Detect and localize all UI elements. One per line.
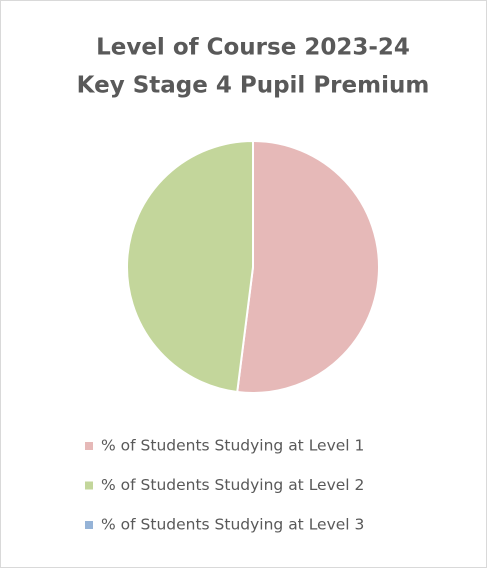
legend-label: % of Students Studying at Level 2 xyxy=(101,476,364,494)
pie-slice xyxy=(126,139,254,394)
legend-label: % of Students Studying at Level 3 xyxy=(101,516,364,534)
pie-slice xyxy=(236,139,380,394)
legend-label: % of Students Studying at Level 1 xyxy=(101,437,364,455)
legend-swatch xyxy=(85,521,93,529)
chart-title: Key Stage 4 Pupil Premium xyxy=(77,73,430,99)
legend-swatch xyxy=(85,442,93,450)
chart-title: Level of Course 2023-24 xyxy=(96,35,410,61)
legend-swatch xyxy=(85,481,93,490)
